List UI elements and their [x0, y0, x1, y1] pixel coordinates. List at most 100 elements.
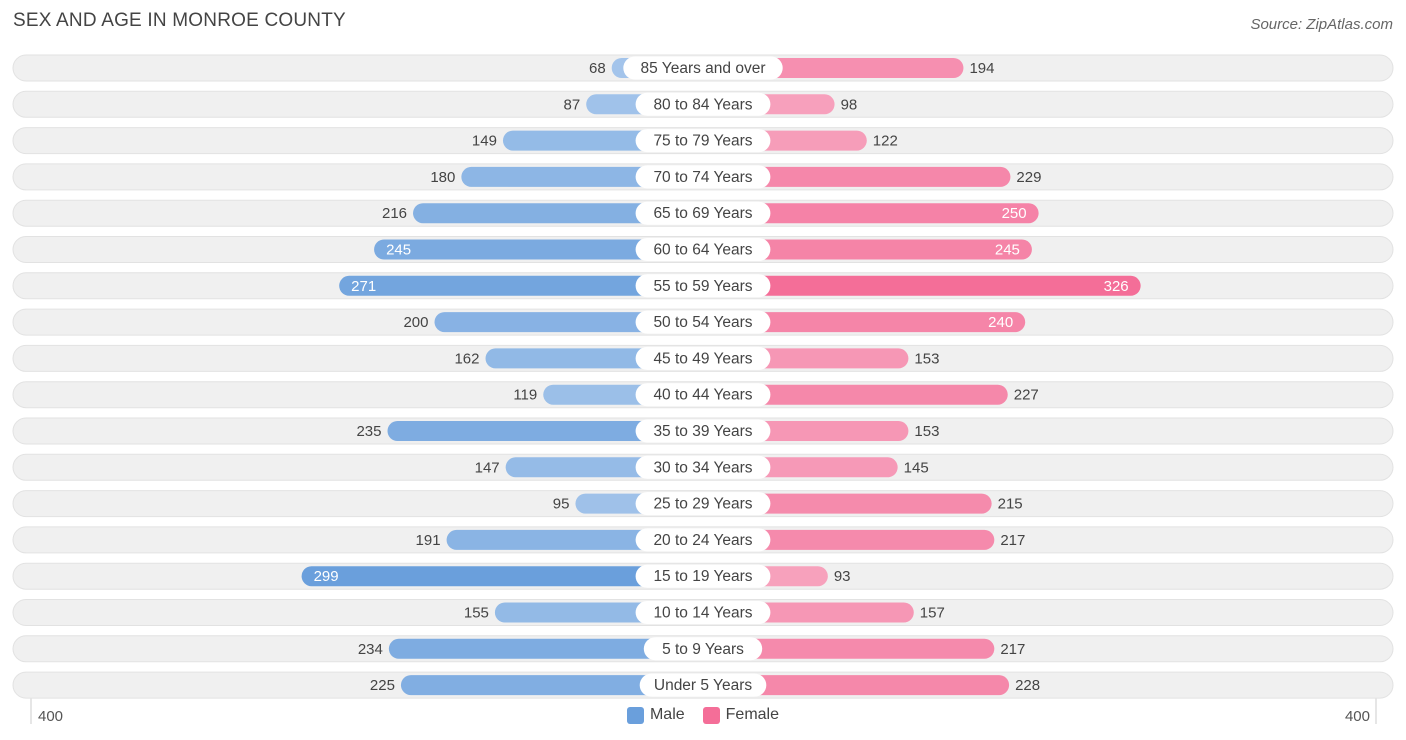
category-pill: [635, 528, 771, 552]
category-label: 45 to 49 Years: [653, 350, 752, 367]
category-label: 15 to 19 Years: [653, 568, 752, 585]
category-label: 55 to 59 Years: [653, 278, 752, 295]
bar-male: [400, 675, 703, 696]
value-label-female: 122: [873, 133, 898, 150]
axis-max-label: 400: [1344, 708, 1370, 725]
category-label: 65 to 69 Years: [653, 205, 752, 222]
category-label: 30 to 34 Years: [653, 459, 752, 476]
bar-male: [301, 566, 703, 587]
category-pill: [635, 274, 771, 298]
value-label-male: 87: [564, 96, 581, 113]
category-label: 85 Years and over: [641, 60, 766, 77]
chart-title: SEX AND AGE IN MONROE COUNTY: [13, 10, 346, 31]
legend-item-female: Female: [702, 706, 780, 724]
value-label-female: 153: [914, 350, 939, 367]
value-label-female: 326: [1104, 278, 1129, 295]
legend-swatch-male: [626, 706, 644, 724]
legend-item-male: Male: [626, 706, 685, 724]
bar-male: [434, 312, 703, 333]
value-label-male: 95: [553, 496, 570, 513]
bar-female: [703, 275, 1141, 296]
legend-swatch-female: [702, 706, 720, 724]
value-label-male: 216: [382, 205, 407, 222]
bar-female: [703, 493, 992, 514]
category-pill: [643, 637, 763, 661]
category-pill: [635, 165, 771, 189]
category-label: 60 to 64 Years: [653, 242, 752, 259]
value-label-female: 217: [1000, 532, 1025, 549]
value-label-male: 245: [386, 242, 411, 259]
bar-male: [388, 638, 703, 659]
category-label: 35 to 39 Years: [653, 423, 752, 440]
value-label-male: 200: [403, 314, 428, 331]
bar-male: [413, 203, 703, 224]
category-label: 5 to 9 Years: [662, 641, 744, 658]
bar-male: [387, 421, 703, 441]
category-label: 75 to 79 Years: [653, 133, 752, 150]
value-label-female: 250: [1002, 205, 1027, 222]
category-label: 70 to 74 Years: [653, 169, 752, 186]
category-pill: [623, 56, 783, 80]
value-label-female: 245: [995, 242, 1020, 259]
category-pill: [635, 455, 771, 479]
value-label-male: 147: [475, 459, 500, 476]
category-pill: [635, 201, 771, 225]
bar-female: [703, 312, 1026, 333]
category-pill: [635, 419, 771, 443]
value-label-female: 227: [1014, 387, 1039, 404]
value-label-male: 180: [430, 169, 455, 186]
legend-label-male: Male: [649, 706, 685, 723]
legend: Male Female: [0, 706, 1406, 724]
bar-female: [703, 529, 995, 550]
value-label-male: 162: [454, 350, 479, 367]
value-label-female: 93: [834, 568, 851, 585]
category-pill: [635, 601, 771, 624]
value-label-female: 229: [1016, 169, 1041, 186]
value-label-female: 228: [1015, 677, 1040, 694]
value-label-male: 68: [589, 60, 606, 77]
bar-female: [703, 203, 1039, 224]
value-label-female: 194: [969, 60, 994, 77]
value-label-male: 235: [356, 423, 381, 440]
value-label-male: 299: [314, 568, 339, 585]
category-label: 25 to 29 Years: [653, 496, 752, 513]
legend-label-female: Female: [725, 706, 780, 723]
bar-female: [703, 384, 1008, 405]
category-pill: [635, 383, 771, 407]
value-label-male: 155: [464, 605, 489, 622]
category-label: 40 to 44 Years: [653, 387, 752, 404]
value-label-female: 98: [841, 96, 858, 113]
category-pill: [635, 238, 771, 261]
category-pill: [635, 92, 771, 116]
value-label-male: 119: [513, 387, 537, 404]
category-pill: [635, 310, 771, 334]
value-label-female: 145: [904, 459, 929, 476]
bar-female: [703, 239, 1032, 260]
bar-female: [703, 675, 1010, 696]
category-pill: [635, 492, 771, 516]
value-label-female: 215: [998, 496, 1023, 513]
category-label: 20 to 24 Years: [653, 532, 752, 549]
value-label-female: 157: [920, 605, 945, 622]
value-label-female: 240: [988, 314, 1013, 331]
value-label-male: 225: [370, 677, 395, 694]
value-label-male: 149: [472, 133, 497, 150]
bar-female: [703, 638, 995, 659]
category-pill: [635, 346, 771, 370]
category-pill: [639, 673, 767, 697]
category-label: Under 5 Years: [654, 677, 752, 694]
bar-male: [374, 239, 703, 260]
bar-male: [339, 275, 703, 296]
category-pill: [635, 129, 771, 153]
value-label-male: 271: [351, 278, 376, 295]
axis-min-label: 400: [38, 708, 64, 725]
category-pill: [635, 564, 771, 588]
value-label-female: 217: [1000, 641, 1025, 658]
category-label: 50 to 54 Years: [653, 314, 752, 331]
value-label-male: 191: [416, 532, 441, 549]
value-label-female: 153: [914, 423, 939, 440]
category-label: 80 to 84 Years: [653, 96, 752, 113]
source-note: Source: ZipAtlas.com: [1250, 16, 1393, 33]
value-label-male: 234: [358, 641, 383, 658]
